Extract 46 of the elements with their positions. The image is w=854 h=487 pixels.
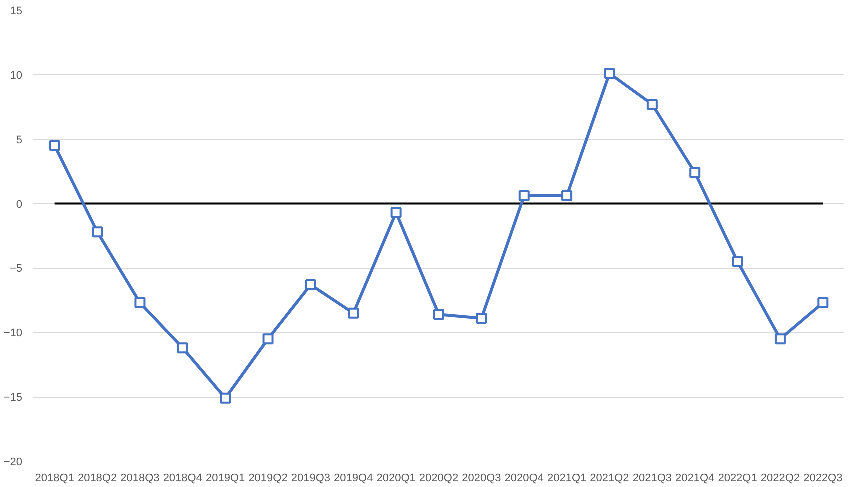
x-tick-label: 2019Q1 [206, 472, 246, 484]
point [818, 298, 829, 309]
x-tick-label: 2022Q3 [804, 472, 843, 484]
x-tick-label: 2020Q3 [462, 472, 502, 484]
y-tick-label: −10 [4, 328, 23, 340]
y-tick-label: −5 [10, 263, 23, 276]
x-tick-label: 2022Q2 [760, 472, 800, 484]
y-tick-label: −15 [4, 392, 23, 404]
point [262, 334, 274, 345]
x-tick-label: 2020Q1 [376, 472, 416, 484]
point [348, 308, 360, 319]
point [305, 279, 316, 290]
x-tick-label: 2021Q4 [676, 472, 715, 484]
point [390, 207, 402, 218]
point [562, 190, 573, 202]
point [518, 190, 530, 202]
x-tick-label: 2020Q4 [504, 472, 544, 484]
point [604, 68, 616, 80]
point [92, 226, 104, 238]
point [49, 140, 60, 152]
point [732, 256, 744, 268]
point [220, 392, 232, 404]
x-tick-label: 2020Q2 [419, 472, 459, 484]
point [134, 298, 146, 309]
x-tick-label: 2021Q3 [632, 472, 672, 484]
x-tick-label: 2021Q1 [547, 472, 587, 484]
y-tick-label: 15 [10, 6, 23, 18]
x-tick-label: 2019Q4 [334, 472, 374, 484]
x-tick-label: 2019Q2 [248, 472, 288, 484]
y-tick-label: −20 [4, 456, 23, 468]
x-tick-label: 2019Q3 [291, 472, 331, 484]
x-tick-label: 2021Q2 [590, 472, 630, 484]
point [434, 309, 444, 320]
x-tick-label: 2022Q1 [718, 472, 758, 484]
point [774, 334, 786, 345]
x-tick-label: 2018Q1 [35, 472, 74, 484]
x-tick-label: 2018Q2 [78, 472, 118, 484]
y-tick-label: 10 [10, 70, 23, 82]
point [177, 342, 188, 354]
x-tick-label: 2018Q4 [163, 472, 202, 484]
point [476, 312, 488, 324]
point [690, 167, 701, 178]
y-tick-label: 5 [16, 134, 23, 146]
x-tick-label: 2018Q3 [120, 472, 160, 484]
point [646, 99, 658, 110]
y-tick-label: 0 [16, 198, 23, 211]
